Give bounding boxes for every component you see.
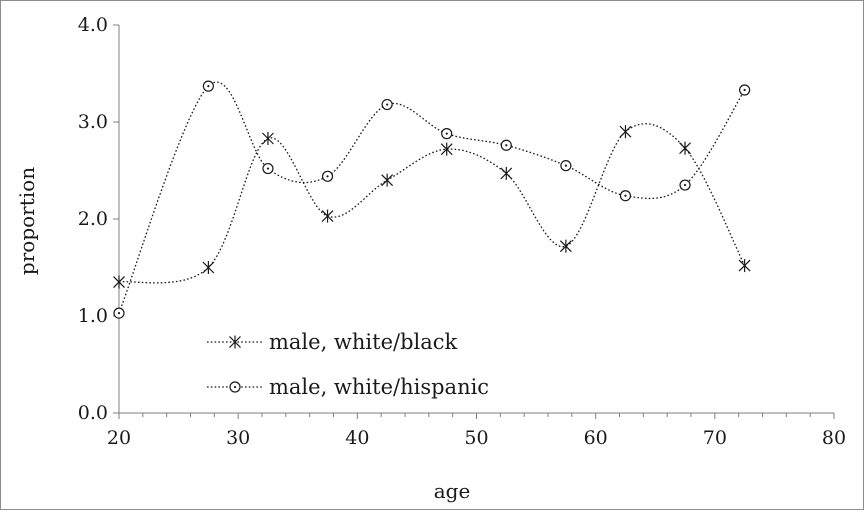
y-tick-label: 4.0 [78,14,108,36]
data-point-white-black [262,131,274,145]
chart-axes: 20 30 40 50 60 70 80 0.0 1.0 2.0 3.0 4.0 [78,14,846,449]
data-point-white-hispanic [679,179,691,191]
data-point-white-hispanic [441,128,453,140]
data-point-white-black [202,261,215,274]
x-tick-label: 70 [703,427,727,449]
legend-label-white-hispanic: male, white/hispanic [269,375,489,399]
data-point-white-black [679,141,691,155]
chart-series-layer [113,80,751,319]
x-tick-label: 40 [345,427,369,449]
x-tick-label: 80 [822,427,846,449]
data-point-white-hispanic [262,162,274,175]
data-point-white-hispanic [619,190,632,202]
series-line-white-hispanic [118,81,746,314]
data-point-white-black [381,173,394,187]
legend-marker-white-black [229,335,241,349]
y-tick-label: 3.0 [78,111,108,133]
data-point-white-hispanic [560,160,572,172]
x-axis-title: age [434,479,471,503]
y-axis-title: proportion [15,167,39,275]
data-point-white-black [440,142,453,156]
data-point-white-black [619,125,632,139]
data-point-white-black [113,275,125,289]
data-point-white-hispanic [202,80,214,92]
data-point-white-black [738,259,751,273]
legend-label-white-black: male, white/black [269,330,458,354]
data-point-white-hispanic [739,84,751,96]
series-line-white-black [118,123,746,284]
x-tick-label: 20 [107,427,131,449]
data-point-white-hispanic [381,98,393,111]
x-tick-label: 30 [226,427,250,449]
y-tick-label: 0.0 [78,402,108,424]
y-tick-label: 1.0 [78,305,108,327]
data-point-white-black [500,166,513,180]
data-point-white-hispanic [321,170,334,182]
x-tick-label: 60 [584,427,608,449]
data-point-white-black [559,239,572,253]
x-tick-label: 50 [464,427,488,449]
data-point-white-hispanic [500,139,512,151]
data-point-white-black [321,209,334,223]
data-point-white-hispanic [113,307,125,319]
chart-legend: male, white/black male, white/hispanic [207,330,489,399]
legend-marker-white-hispanic [229,381,241,393]
y-tick-label: 2.0 [78,208,108,230]
